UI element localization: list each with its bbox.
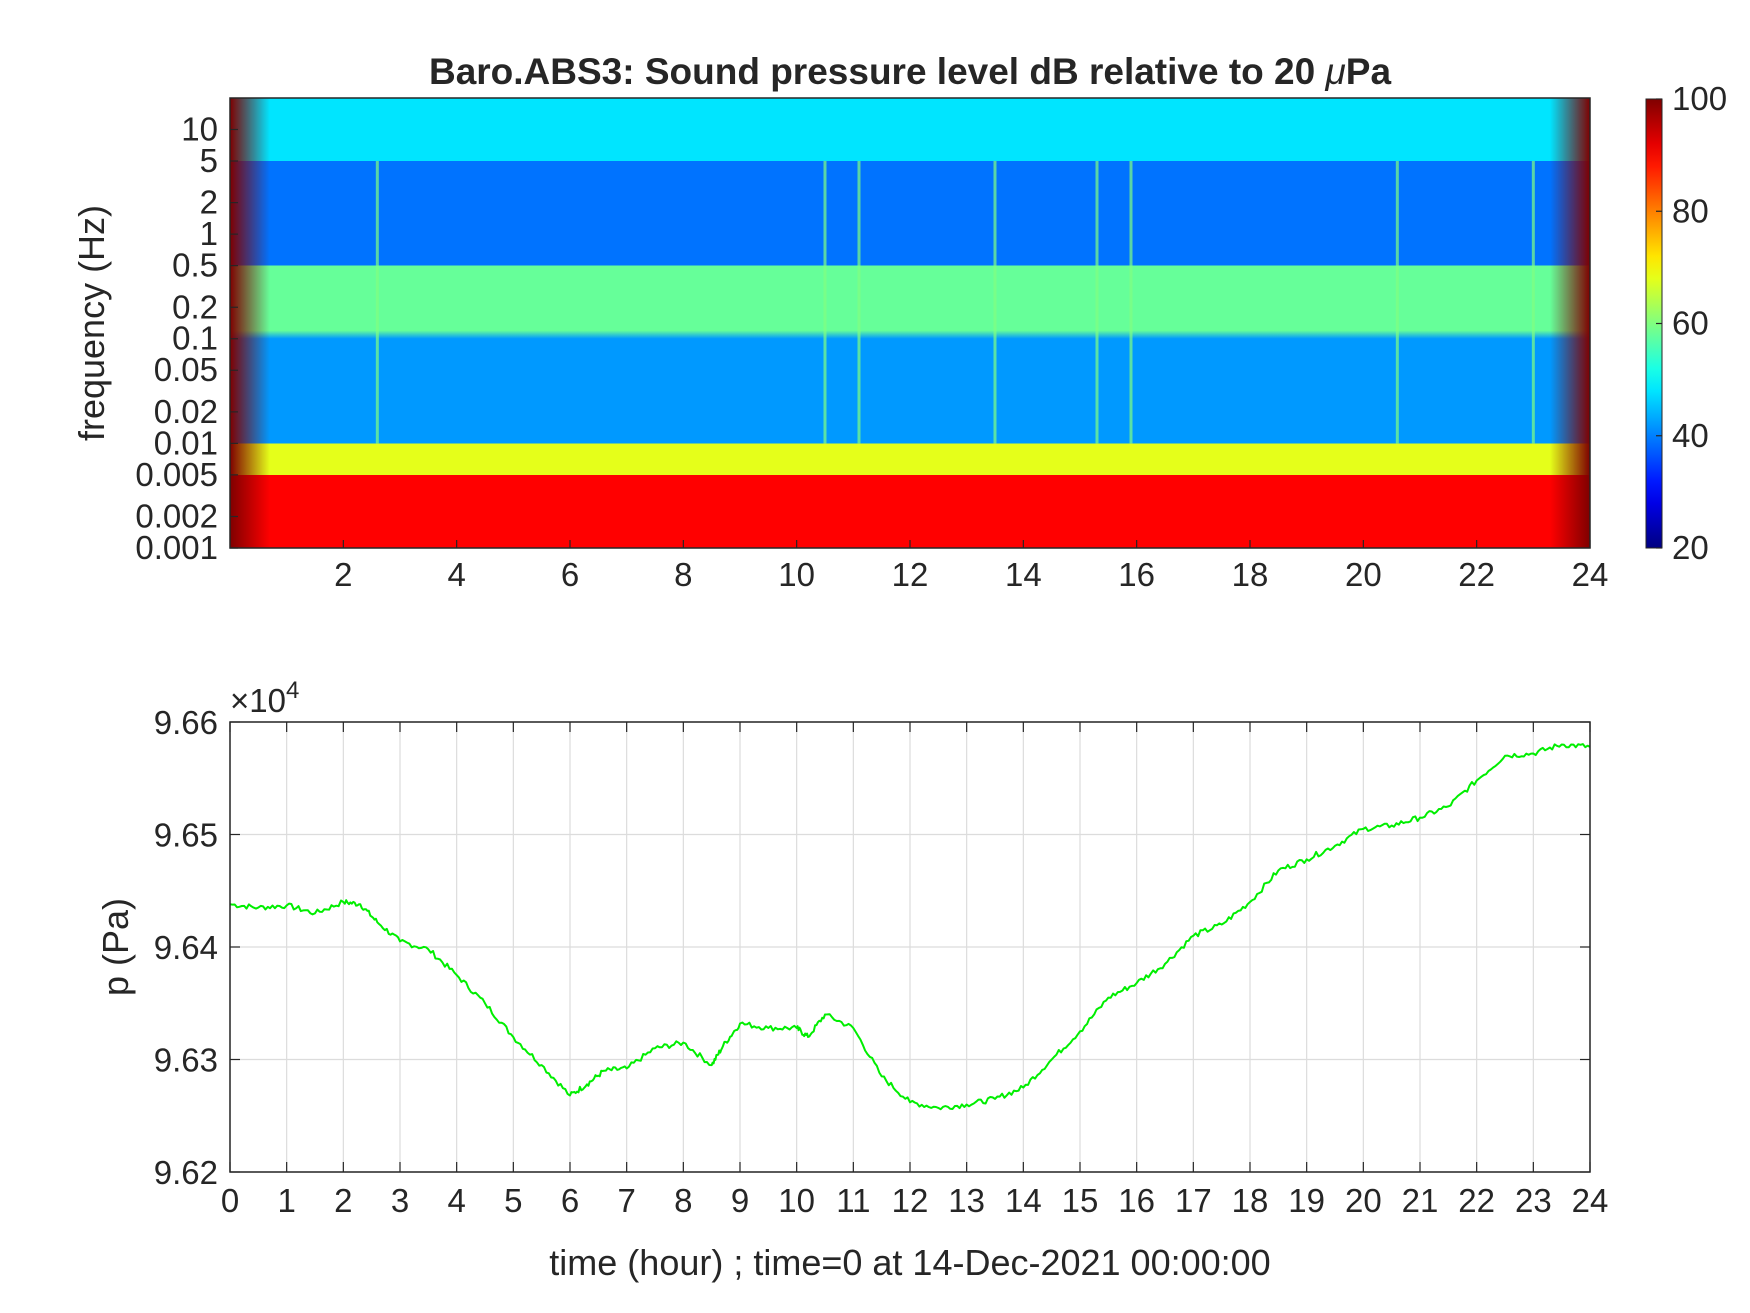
pressure-series-line <box>230 743 1590 1111</box>
x-tick-label: 9 <box>731 1182 749 1219</box>
x-tick-label: 12 <box>892 556 929 593</box>
pressure-x-ticks: 0 1 2 3 4 5 6 7 8 9 10 11 12 13 14 15 16 17 18 19 20 21 22 23 24 <box>221 722 1609 1219</box>
x-tick-label: 10 <box>778 1182 815 1219</box>
spectrogram-x-ticks: 2 4 6 8 10 12 14 16 18 20 22 24 <box>334 540 1608 593</box>
spectrogram-right-edge <box>1550 98 1590 548</box>
y-tick-label: 9.62 <box>154 1154 218 1191</box>
x-tick-label: 13 <box>948 1182 985 1219</box>
x-tick-label: 3 <box>391 1182 409 1219</box>
x-tick-label: 20 <box>1345 556 1382 593</box>
x-tick-label: 2 <box>334 556 352 593</box>
pressure-y-axis-label: p (Pa) <box>95 898 136 996</box>
y-tick-label: 9.66 <box>154 704 218 741</box>
x-tick-label: 20 <box>1345 1182 1382 1219</box>
x-tick-label: 12 <box>892 1182 929 1219</box>
pressure-grid <box>229 721 1591 1173</box>
x-tick-label: 0 <box>221 1182 239 1219</box>
x-tick-label: 18 <box>1232 1182 1269 1219</box>
y-tick-label: 0.001 <box>135 529 218 566</box>
x-tick-label: 2 <box>334 1182 352 1219</box>
y-tick-label: 0.01 <box>154 424 218 461</box>
x-tick-label: 6 <box>561 556 579 593</box>
spectrogram-left-edge <box>230 98 270 548</box>
x-tick-label: 14 <box>1005 1182 1042 1219</box>
x-tick-label: 22 <box>1458 556 1495 593</box>
y-tick-label: 2 <box>200 184 218 221</box>
y-tick-label: 1 <box>200 215 218 252</box>
x-tick-label: 24 <box>1572 1182 1609 1219</box>
x-tick-label: 4 <box>447 1182 465 1219</box>
spectrogram-image <box>230 98 1590 548</box>
y-tick-label: 9.63 <box>154 1042 218 1079</box>
y-tick-label: 9.64 <box>154 929 218 966</box>
x-tick-label: 17 <box>1175 1182 1212 1219</box>
y-tick-label: 9.65 <box>154 817 218 854</box>
colorbar-tick-label: 40 <box>1672 417 1709 454</box>
spectrogram-title: Baro.ABS3: Sound pressure level dB relat… <box>429 51 1391 92</box>
x-tick-label: 24 <box>1572 556 1609 593</box>
x-tick-label: 14 <box>1005 556 1042 593</box>
x-tick-label: 8 <box>674 556 692 593</box>
x-tick-label: 8 <box>674 1182 692 1219</box>
y-tick-label: 10 <box>181 110 218 147</box>
pressure-exponent-label: ×104 <box>230 677 299 719</box>
pressure-x-axis-label: time (hour) ; time=0 at 14-Dec-2021 00:0… <box>549 1242 1270 1283</box>
spectrogram-plot-area <box>230 98 1590 548</box>
y-tick-label: 0.05 <box>154 351 218 388</box>
colorbar-tick-label: 60 <box>1672 305 1709 342</box>
x-tick-label: 11 <box>836 1182 870 1219</box>
x-tick-label: 4 <box>447 556 465 593</box>
colorbar-tick-label: 80 <box>1672 192 1709 229</box>
colorbar-tick-label: 20 <box>1672 529 1709 566</box>
x-tick-label: 10 <box>778 556 815 593</box>
x-tick-label: 1 <box>277 1182 295 1219</box>
colorbar-tick-label: 100 <box>1672 80 1727 117</box>
x-tick-label: 6 <box>561 1182 579 1219</box>
y-tick-label: 0.005 <box>135 456 218 493</box>
x-tick-label: 15 <box>1062 1182 1099 1219</box>
x-tick-label: 7 <box>617 1182 635 1219</box>
pressure-y-ticks: 9.62 9.63 9.64 9.65 9.66 <box>154 704 1590 1191</box>
x-tick-label: 16 <box>1118 556 1155 593</box>
colorbar-ticks: 20 40 60 80 100 <box>1656 80 1727 566</box>
x-tick-label: 5 <box>504 1182 522 1219</box>
y-tick-label: 0.002 <box>135 498 218 535</box>
y-tick-label: 0.1 <box>172 320 218 357</box>
x-tick-label: 18 <box>1232 556 1269 593</box>
x-tick-label: 19 <box>1288 1182 1325 1219</box>
y-tick-label: 0.02 <box>154 393 218 430</box>
spectrogram-y-axis-label: frequency (Hz) <box>71 205 112 441</box>
x-tick-label: 22 <box>1458 1182 1495 1219</box>
y-tick-label: 0.5 <box>172 247 218 284</box>
spectrogram-transients <box>375 160 1535 444</box>
y-tick-label: 5 <box>200 142 218 179</box>
x-tick-label: 23 <box>1515 1182 1552 1219</box>
y-tick-label: 0.2 <box>172 288 218 325</box>
x-tick-label: 16 <box>1118 1182 1155 1219</box>
x-tick-label: 21 <box>1402 1182 1439 1219</box>
